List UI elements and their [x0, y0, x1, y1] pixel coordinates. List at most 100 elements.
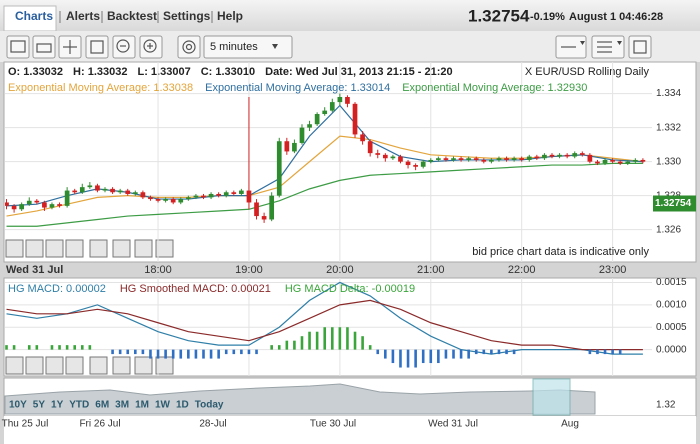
range-button[interactable]: 1Y [51, 400, 64, 411]
histogram-bar [5, 345, 8, 350]
histogram-bar [376, 349, 380, 355]
clock: August 1 04:46:28 [569, 11, 663, 23]
candle-body [64, 190, 70, 206]
range-button[interactable]: 10Y [9, 400, 27, 411]
menu-tab[interactable]: Backtest [107, 9, 157, 23]
candle-body [261, 216, 267, 220]
histogram-bar [247, 349, 251, 355]
navigator-date: Aug [561, 419, 579, 430]
histogram-bar [361, 336, 364, 350]
candle-body [208, 193, 214, 198]
candle-body [284, 141, 290, 152]
last-price-label: 1.32754 [655, 198, 692, 209]
x-tick-label: 20:00 [326, 264, 354, 276]
legend-entry: Exponential Moving Average: 1.33038 [8, 82, 193, 94]
draw-tools[interactable] [5, 239, 174, 375]
candle-body [117, 190, 123, 193]
histogram-bar [437, 349, 440, 364]
candle-body [5, 202, 9, 206]
active-tab[interactable] [3, 5, 57, 32]
candle-body [132, 192, 138, 194]
histogram-bar [603, 349, 607, 355]
x-tick-label: 19:00 [235, 264, 263, 276]
x-date-label: Wed 31 Jul [6, 264, 63, 276]
candle-body [542, 154, 547, 159]
histogram-bar [232, 349, 236, 355]
x-tick-label: 18:00 [144, 264, 172, 276]
menu-tab[interactable]: Settings [163, 9, 211, 23]
range-button[interactable]: Today [195, 400, 224, 411]
candle-body [405, 161, 411, 166]
legend-entry: Exponential Moving Average: 1.32930 [402, 82, 587, 94]
candle-body [11, 205, 17, 210]
histogram-bar [35, 345, 39, 350]
range-button[interactable]: 3M [115, 400, 129, 411]
candle-body [420, 161, 426, 167]
histogram-bar [80, 345, 84, 350]
candle-body [436, 158, 441, 160]
range-button[interactable]: 6M [95, 400, 109, 411]
histogram-bar [255, 349, 258, 355]
candle-body [246, 190, 252, 203]
candle-body [337, 97, 343, 103]
histogram-bar [346, 327, 349, 350]
candle-body [163, 199, 168, 201]
histogram-bar [277, 345, 281, 350]
range-button[interactable]: 5Y [33, 400, 46, 411]
candle-body [239, 190, 244, 194]
last-price-tag [653, 195, 696, 212]
histogram-bar [73, 345, 77, 350]
candle-body [314, 114, 320, 125]
menu-tab[interactable]: Help [217, 9, 243, 23]
candle-body [193, 195, 199, 198]
candle-body [170, 199, 176, 203]
y-tick-label: 1.334 [656, 88, 681, 99]
y-tick-label: 0.0000 [656, 344, 687, 355]
histogram-bar [368, 345, 372, 350]
legend-entry: Exponential Moving Average: 1.33014 [205, 82, 390, 94]
candle-body [473, 158, 479, 160]
histogram-bar [50, 345, 54, 350]
histogram-bar [270, 345, 273, 350]
candle-body [178, 199, 184, 203]
info-field: Date: Wed Jul 31, 2013 21:15 - 21:20 [265, 66, 453, 78]
range-button[interactable]: YTD [69, 400, 89, 411]
info-field: H: 1.33032 [73, 66, 127, 78]
candle-body [549, 154, 555, 157]
last-price: 1.32754 [468, 6, 530, 25]
candle-body [579, 153, 585, 155]
candle-body [223, 192, 229, 196]
navigator-date: 28-Jul [199, 419, 226, 430]
menu-tab[interactable]: Charts [15, 9, 53, 23]
menu-tab[interactable]: Alerts [66, 9, 100, 23]
histogram-bar [300, 336, 304, 350]
x-tick-label: 23:00 [599, 264, 627, 276]
candle-body [19, 204, 25, 210]
legend-entry: HG Smoothed MACD: 0.00021 [120, 283, 271, 295]
candle-body [79, 187, 85, 193]
y-tick-label: 0.0005 [656, 322, 687, 333]
candle-body [148, 197, 153, 200]
candle-body [352, 103, 358, 135]
legend-entry: HG MACD Delta: -0.00019 [285, 283, 415, 295]
y-tick-label: 1.326 [656, 224, 681, 235]
candle-body [201, 195, 206, 198]
navigator-window[interactable] [532, 378, 571, 416]
candle-body [140, 192, 146, 198]
histogram-bar [588, 349, 592, 355]
histogram-bar [118, 349, 122, 355]
candle-body [329, 102, 335, 111]
histogram-bar [414, 349, 417, 368]
candle-body [526, 156, 532, 160]
navigator-price: 1.32 [656, 400, 676, 411]
candle-body [276, 141, 282, 196]
range-button[interactable]: 1W [155, 400, 171, 411]
histogram-bar [285, 340, 289, 350]
range-button[interactable]: 1D [176, 400, 189, 411]
candle-body [110, 188, 115, 193]
candle-body [34, 200, 40, 203]
interval-select[interactable]: 5 minutes [210, 41, 258, 53]
range-button[interactable]: 1M [135, 400, 149, 411]
histogram-bar [224, 349, 228, 355]
